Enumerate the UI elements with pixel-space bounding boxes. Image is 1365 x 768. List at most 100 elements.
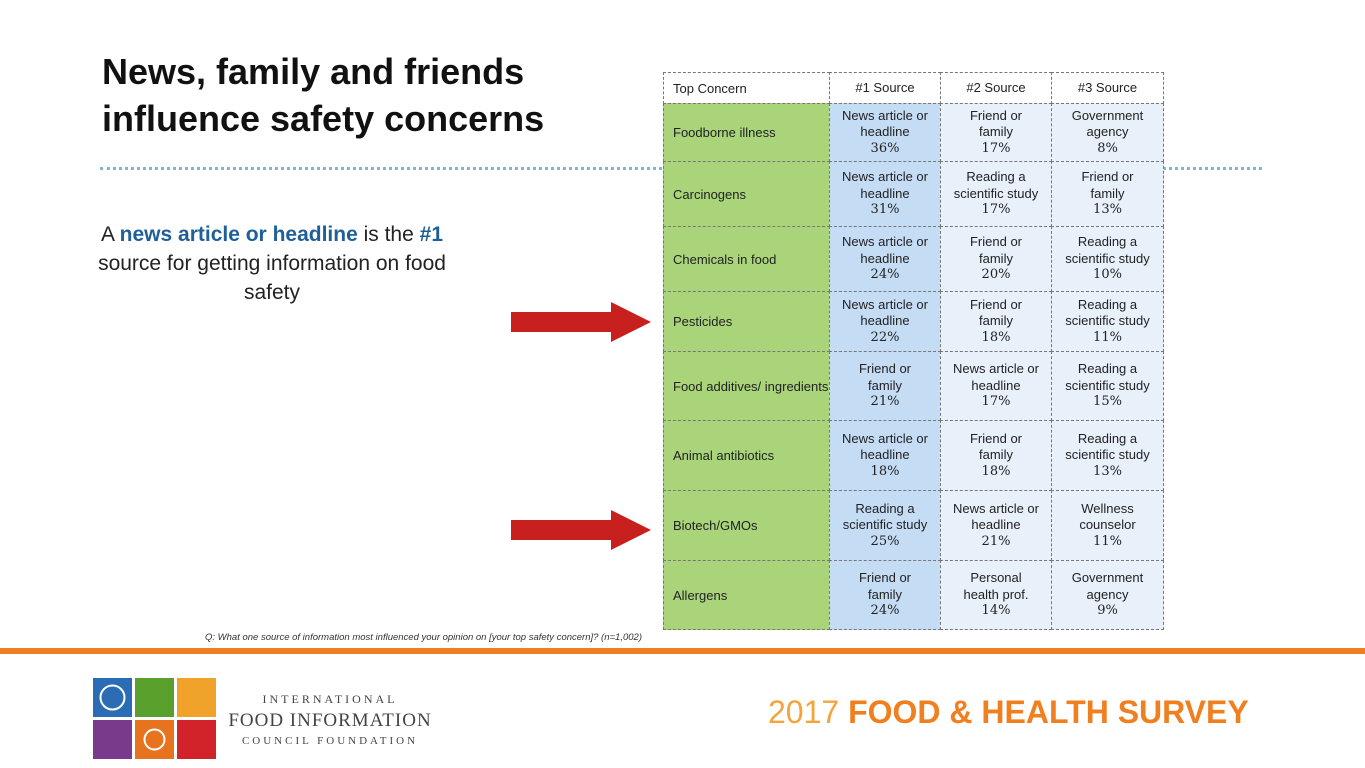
source-percent: 31% <box>870 202 900 218</box>
arrow <box>511 510 651 550</box>
source-percent: 14% <box>981 603 1011 619</box>
callout-highlight: #1 <box>419 223 443 246</box>
source-name: Reading a <box>1077 430 1138 446</box>
callout-text: A <box>100 223 120 246</box>
source-name: News article or <box>953 361 1039 377</box>
source-percent: 10% <box>1093 267 1122 283</box>
source-percent: 13% <box>1093 463 1122 479</box>
source-name: Friend or <box>969 296 1023 312</box>
source-name: Friend or <box>1081 169 1134 185</box>
callout-text: source for getting information on food s… <box>98 252 446 304</box>
logo-icon <box>143 728 166 751</box>
logo-tile <box>135 720 174 759</box>
source-name: Reading a <box>1077 234 1138 250</box>
source-name: Government <box>1071 107 1144 123</box>
source-name: Personal <box>970 570 1022 586</box>
source-cell: Reading a scientific study 13% <box>1051 420 1164 491</box>
source-cell: Friend or family 18% <box>940 291 1052 352</box>
source-cell: Reading a scientific study 15% <box>1051 351 1164 421</box>
source-cell: News article or headline 36% <box>829 103 941 162</box>
source-percent: 17% <box>981 202 1011 218</box>
source-percent: 9% <box>1097 603 1118 619</box>
source-percent: 11% <box>1093 533 1122 549</box>
logo-line: INTERNATIONAL <box>262 692 398 706</box>
source-cell: News article or headline 22% <box>829 291 941 352</box>
source-cell: News article or headline 31% <box>829 161 941 227</box>
source-cell: News article or headline 17% <box>940 351 1052 421</box>
source-name: headline <box>971 517 1021 533</box>
logo-tile <box>93 720 132 759</box>
logo-tile <box>177 720 216 759</box>
source-name: News article or <box>842 430 928 446</box>
source-name: family <box>868 586 902 602</box>
logo-mark <box>93 678 216 759</box>
source-cell: Friend or family 17% <box>940 103 1052 162</box>
source-name: scientific study <box>1065 313 1150 329</box>
source-name: agency <box>1086 124 1129 140</box>
concern-cell: Animal antibiotics <box>663 420 830 491</box>
footer-bar <box>0 648 1365 654</box>
source-name: headline <box>860 447 910 463</box>
source-percent: 20% <box>981 267 1011 283</box>
concern-cell: Carcinogens <box>663 161 830 227</box>
source-name: Reading a <box>966 169 1026 185</box>
header-cell: #1 Source <box>829 72 941 104</box>
source-percent: 15% <box>1093 394 1122 410</box>
source-percent: 24% <box>870 267 900 283</box>
footnote: Q: What one source of information most i… <box>205 632 642 643</box>
source-name: News article or <box>842 234 928 250</box>
source-name: scientific study <box>1065 447 1150 463</box>
source-name: Friend or <box>858 361 912 377</box>
source-name: health prof. <box>963 586 1029 602</box>
source-name: News article or <box>842 169 928 185</box>
callout: A news article or headline is the #1 sou… <box>92 220 452 307</box>
source-percent: 13% <box>1093 202 1122 218</box>
survey-year: 2017 <box>768 694 840 730</box>
source-percent: 11% <box>1093 329 1122 345</box>
source-name: headline <box>971 377 1021 393</box>
source-name: headline <box>860 185 910 201</box>
source-name: family <box>979 313 1013 329</box>
source-cell: Reading a scientific study 11% <box>1051 291 1164 352</box>
source-cell: Personal health prof. 14% <box>940 560 1052 630</box>
logo-tile <box>93 678 132 717</box>
source-name: family <box>979 250 1013 266</box>
source-name: Reading a <box>855 500 915 516</box>
header-cell: #3 Source <box>1051 72 1164 104</box>
source-name: Friend or <box>969 430 1023 446</box>
source-name: headline <box>860 250 910 266</box>
source-cell: Government agency 8% <box>1051 103 1164 162</box>
source-name: agency <box>1086 586 1129 602</box>
source-percent: 18% <box>981 329 1011 345</box>
logo-tile <box>135 678 174 717</box>
source-name: family <box>979 447 1013 463</box>
source-cell: Wellness counselor 11% <box>1051 490 1164 561</box>
source-cell: Government agency 9% <box>1051 560 1164 630</box>
source-name: scientific study <box>1065 377 1150 393</box>
source-name: counselor <box>1079 517 1136 533</box>
source-name: Friend or <box>969 107 1023 123</box>
survey-title: 2017 FOOD & HEALTH SURVEY <box>768 694 1249 731</box>
source-cell: Friend or family 20% <box>940 226 1052 292</box>
source-percent: 21% <box>870 394 900 410</box>
concern-cell: Biotech/GMOs <box>663 490 830 561</box>
source-name: scientific study <box>953 185 1039 201</box>
source-name: headline <box>860 124 910 140</box>
source-name: News article or <box>953 500 1039 516</box>
source-percent: 8% <box>1097 140 1118 156</box>
header-cell: #2 Source <box>940 72 1052 104</box>
slide-title: News, family and friends influence safet… <box>102 51 545 139</box>
arrow <box>511 302 651 342</box>
source-cell: News article or headline 24% <box>829 226 941 292</box>
source-name: scientific study <box>842 517 928 533</box>
header-cell: Top Concern <box>663 72 830 104</box>
source-percent: 18% <box>870 463 900 479</box>
logo-tile <box>177 678 216 717</box>
source-name: Reading a <box>1077 361 1138 377</box>
source-percent: 25% <box>870 533 900 549</box>
concern-cell: Foodborne illness <box>663 103 830 162</box>
source-name: headline <box>860 313 910 329</box>
concern-cell: Allergens <box>663 560 830 630</box>
source-cell: News article or headline 21% <box>940 490 1052 561</box>
